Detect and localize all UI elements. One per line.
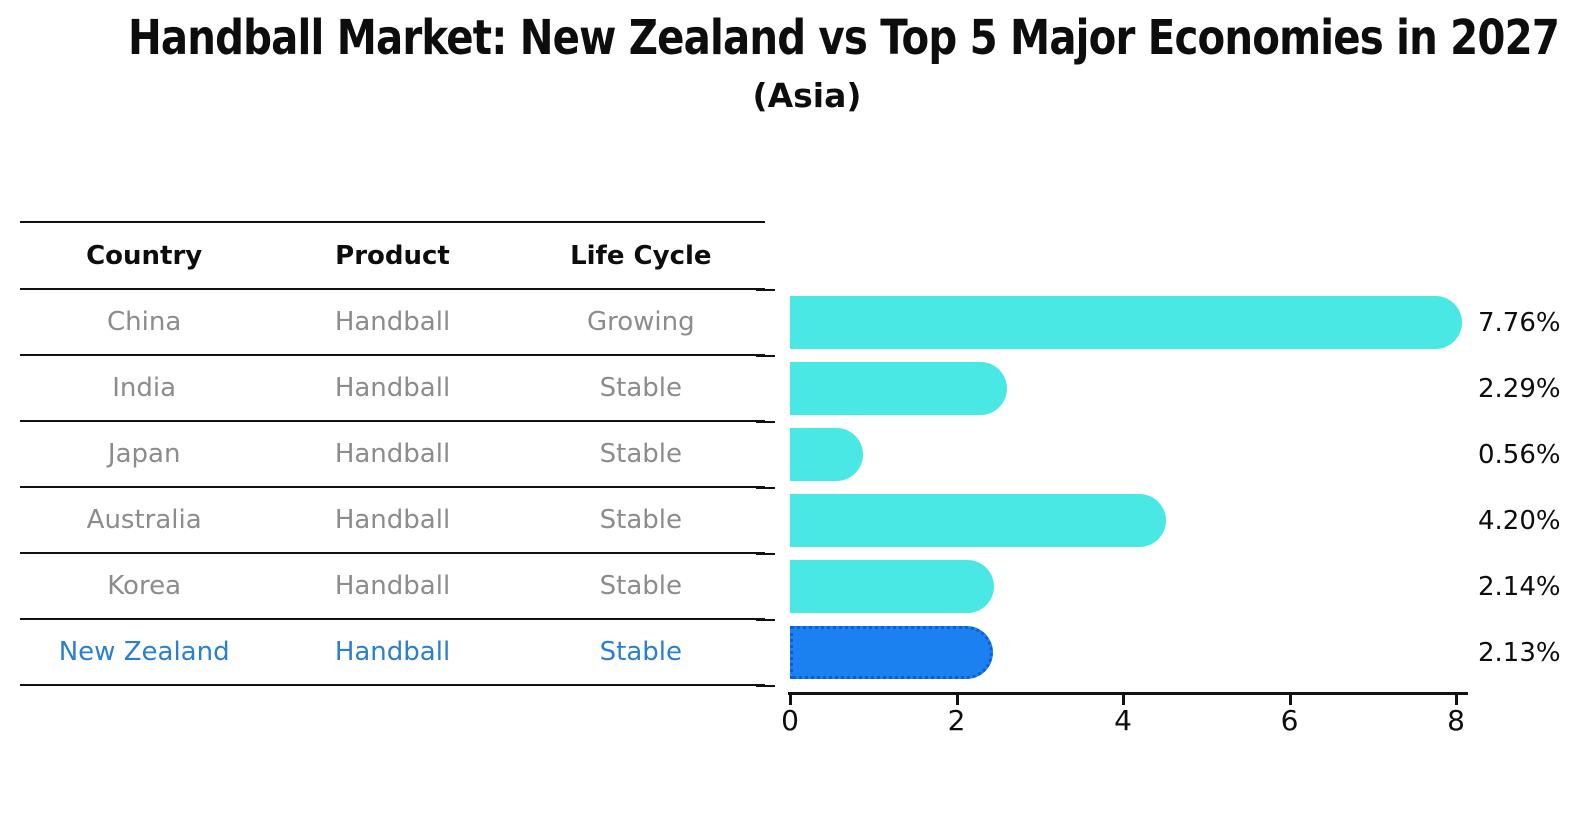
table-cell-country: New Zealand xyxy=(58,637,230,667)
bar-australia xyxy=(790,494,1166,547)
table-cell-life-cycle: Stable xyxy=(599,637,682,667)
table-body: China Handball Growing India Handball Stable J… xyxy=(20,290,765,686)
bar-japan xyxy=(790,428,863,481)
table-row-japan: Japan Handball Stable xyxy=(20,422,765,488)
chart-subtitle: (Asia) xyxy=(752,76,862,115)
x-axis-tick-mark xyxy=(789,695,792,705)
x-axis-tick-mark xyxy=(1122,695,1125,705)
x-axis-tick-label: 8 xyxy=(1447,704,1465,737)
table-cell-product: Handball xyxy=(334,571,451,601)
value-label-australia: 4.20% xyxy=(1478,506,1561,536)
value-label-japan: 0.56% xyxy=(1478,440,1561,470)
table-row-india: India Handball Stable xyxy=(20,356,765,422)
value-label-india: 2.29% xyxy=(1478,374,1561,404)
bar-india xyxy=(790,362,1007,415)
table-header-product: Product xyxy=(335,240,450,271)
y-axis-tick xyxy=(756,619,775,621)
y-axis-tick xyxy=(756,355,775,357)
x-axis-tick-mark xyxy=(955,695,959,705)
x-axis-line xyxy=(788,692,1468,695)
value-label-korea: 2.14% xyxy=(1478,572,1561,602)
table-cell-country: Japan xyxy=(107,439,181,469)
table-cell-country: Australia xyxy=(86,505,202,535)
x-axis-tick-mark xyxy=(1288,695,1292,705)
value-label-china: 7.76% xyxy=(1478,308,1561,338)
table-cell-life-cycle: Stable xyxy=(599,373,682,403)
table-cell-life-cycle: Stable xyxy=(599,505,682,535)
table-row-new-zealand: New Zealand Handball Stable xyxy=(20,620,765,686)
x-axis-tick-label: 0 xyxy=(781,704,799,737)
y-axis-tick xyxy=(756,685,775,687)
bar-korea xyxy=(790,560,995,613)
table-row-china: China Handball Growing xyxy=(20,290,765,356)
table-cell-product: Handball xyxy=(334,373,451,403)
value-label-new-zealand: 2.13% xyxy=(1478,638,1561,668)
y-axis-tick xyxy=(756,289,775,291)
y-axis-tick xyxy=(756,487,775,489)
table-cell-country: Korea xyxy=(107,571,182,601)
table-cell-country: India xyxy=(112,373,177,403)
table-cell-country: China xyxy=(107,307,182,337)
table-cell-life-cycle: Stable xyxy=(599,439,682,469)
table-cell-product: Handball xyxy=(334,505,451,535)
table-cell-product: Handball xyxy=(334,439,451,469)
table-cell-life-cycle: Stable xyxy=(599,571,682,601)
x-axis-tick-label: 6 xyxy=(1280,704,1299,737)
chart-title: Handball Market: New Zealand vs Top 5 Ma… xyxy=(128,10,1560,66)
x-axis-tick-label: 2 xyxy=(947,704,966,737)
y-axis-tick xyxy=(756,553,775,555)
table-cell-product: Handball xyxy=(334,307,451,337)
table-cell-life-cycle: Growing xyxy=(586,307,695,337)
table-row-australia: Australia Handball Stable xyxy=(20,488,765,554)
bar-china xyxy=(790,296,1463,349)
table-cell-product: Handball xyxy=(334,637,451,667)
x-axis-tick-mark xyxy=(1455,695,1458,705)
country-table: Country Product Life Cycle China Handball… xyxy=(20,221,765,686)
table-header-row: Country Product Life Cycle xyxy=(20,223,765,290)
table-row-korea: Korea Handball Stable xyxy=(20,554,765,620)
y-axis-tick xyxy=(756,421,775,423)
table-header-country: Country xyxy=(86,240,203,271)
bar-new-zealand xyxy=(790,626,994,679)
x-axis-tick-label: 4 xyxy=(1114,704,1132,737)
table-header-life-cycle: Life Cycle xyxy=(570,240,712,271)
